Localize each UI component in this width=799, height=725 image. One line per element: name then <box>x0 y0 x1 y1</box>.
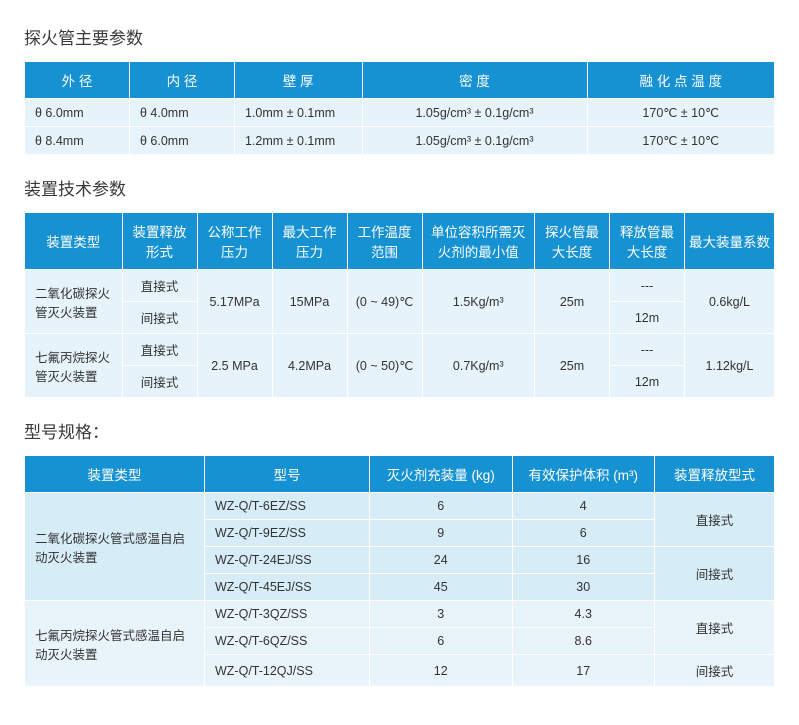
th: 灭火剂充装量 (kg) <box>370 456 513 493</box>
table-row: 二氧化碳探火管式感温自启动灭火装置 WZ-Q/T-6EZ/SS 6 4 直接式 <box>25 493 775 520</box>
cell: θ 8.4mm <box>25 127 130 155</box>
cell: 170℃ ± 10℃ <box>587 127 775 155</box>
th: 探火管最大长度 <box>535 213 610 270</box>
cell: 25m <box>535 334 610 398</box>
cell-type: 七氟丙烷探火管式感温自启动灭火装置 <box>25 601 205 687</box>
cell: 9 <box>370 520 513 547</box>
cell: WZ-Q/T-6EZ/SS <box>205 493 370 520</box>
cell: θ 6.0mm <box>130 127 235 155</box>
table-row: θ 8.4mm θ 6.0mm 1.2mm ± 0.1mm 1.05g/cm³ … <box>25 127 775 155</box>
cell-type: 二氧化碳探火管灭火装置 <box>25 270 123 334</box>
cell: (0 ~ 49)℃ <box>347 270 422 334</box>
th: 单位容积所需灭火剂的最小值 <box>422 213 535 270</box>
table-header-row: 装置类型 装置释放形式 公称工作压力 最大工作压力 工作温度范围 单位容积所需灭… <box>25 213 775 270</box>
table-row: 七氟丙烷探火管式感温自启动灭火装置 WZ-Q/T-3QZ/SS 3 4.3 直接… <box>25 601 775 628</box>
table-probe-params: 外 径 内 径 壁 厚 密 度 融 化 点 温 度 θ 6.0mm θ 4.0m… <box>24 61 775 155</box>
th: 装置类型 <box>25 456 205 493</box>
cell: WZ-Q/T-9EZ/SS <box>205 520 370 547</box>
th: 内 径 <box>130 62 235 99</box>
cell: 30 <box>512 574 655 601</box>
cell: WZ-Q/T-24EJ/SS <box>205 547 370 574</box>
cell: 1.0mm ± 0.1mm <box>235 99 363 127</box>
cell: 1.05g/cm³ ± 0.1g/cm³ <box>362 99 587 127</box>
cell: 直接式 <box>122 334 197 366</box>
cell: 1.5Kg/m³ <box>422 270 535 334</box>
section1-title: 探火管主要参数 <box>24 24 775 49</box>
cell: --- <box>610 334 685 366</box>
cell: WZ-Q/T-45EJ/SS <box>205 574 370 601</box>
cell: 2.5 MPa <box>197 334 272 398</box>
cell: 15MPa <box>272 270 347 334</box>
cell: 直接式 <box>655 601 775 655</box>
th: 装置类型 <box>25 213 123 270</box>
table-row: θ 6.0mm θ 4.0mm 1.0mm ± 0.1mm 1.05g/cm³ … <box>25 99 775 127</box>
cell: 间接式 <box>122 366 197 398</box>
th: 最大装量系数 <box>685 213 775 270</box>
cell: 4 <box>512 493 655 520</box>
cell: 间接式 <box>122 302 197 334</box>
cell: 5.17MPa <box>197 270 272 334</box>
section3-title: 型号规格： <box>24 418 775 443</box>
table-row: 七氟丙烷探火管灭火装置 直接式 2.5 MPa 4.2MPa (0 ~ 50)℃… <box>25 334 775 366</box>
cell: 17 <box>512 655 655 687</box>
cell: 24 <box>370 547 513 574</box>
cell: 0.7Kg/m³ <box>422 334 535 398</box>
cell: θ 4.0mm <box>130 99 235 127</box>
th: 融 化 点 温 度 <box>587 62 775 99</box>
cell: 4.3 <box>512 601 655 628</box>
th: 释放管最大长度 <box>610 213 685 270</box>
cell: 25m <box>535 270 610 334</box>
cell: 直接式 <box>655 493 775 547</box>
cell: 4.2MPa <box>272 334 347 398</box>
table-header-row: 装置类型 型号 灭火剂充装量 (kg) 有效保护体积 (m³) 装置释放型式 <box>25 456 775 493</box>
cell: 12m <box>610 302 685 334</box>
cell: 直接式 <box>122 270 197 302</box>
section2-title: 装置技术参数 <box>24 175 775 200</box>
cell: WZ-Q/T-3QZ/SS <box>205 601 370 628</box>
cell: 170℃ ± 10℃ <box>587 99 775 127</box>
cell: θ 6.0mm <box>25 99 130 127</box>
th: 公称工作压力 <box>197 213 272 270</box>
th: 工作温度范围 <box>347 213 422 270</box>
cell: 1.12kg/L <box>685 334 775 398</box>
th: 装置释放形式 <box>122 213 197 270</box>
cell: 1.2mm ± 0.1mm <box>235 127 363 155</box>
cell: 16 <box>512 547 655 574</box>
cell: 间接式 <box>655 655 775 687</box>
cell: 3 <box>370 601 513 628</box>
th: 壁 厚 <box>235 62 363 99</box>
cell: 8.6 <box>512 628 655 655</box>
cell: --- <box>610 270 685 302</box>
table-header-row: 外 径 内 径 壁 厚 密 度 融 化 点 温 度 <box>25 62 775 99</box>
th: 型号 <box>205 456 370 493</box>
cell: 12m <box>610 366 685 398</box>
cell: 1.05g/cm³ ± 0.1g/cm³ <box>362 127 587 155</box>
cell: 间接式 <box>655 547 775 601</box>
cell: (0 ~ 50)℃ <box>347 334 422 398</box>
cell: 45 <box>370 574 513 601</box>
cell: WZ-Q/T-12QJ/SS <box>205 655 370 687</box>
table-row: 二氧化碳探火管灭火装置 直接式 5.17MPa 15MPa (0 ~ 49)℃ … <box>25 270 775 302</box>
cell: 6 <box>512 520 655 547</box>
th: 密 度 <box>362 62 587 99</box>
cell: 12 <box>370 655 513 687</box>
th: 外 径 <box>25 62 130 99</box>
cell: 6 <box>370 628 513 655</box>
table-device-params: 装置类型 装置释放形式 公称工作压力 最大工作压力 工作温度范围 单位容积所需灭… <box>24 212 775 398</box>
cell: 0.6kg/L <box>685 270 775 334</box>
table-model-specs: 装置类型 型号 灭火剂充装量 (kg) 有效保护体积 (m³) 装置释放型式 二… <box>24 455 775 687</box>
cell-type: 七氟丙烷探火管灭火装置 <box>25 334 123 398</box>
cell: 6 <box>370 493 513 520</box>
cell-type: 二氧化碳探火管式感温自启动灭火装置 <box>25 493 205 601</box>
th: 有效保护体积 (m³) <box>512 456 655 493</box>
th: 最大工作压力 <box>272 213 347 270</box>
th: 装置释放型式 <box>655 456 775 493</box>
cell: WZ-Q/T-6QZ/SS <box>205 628 370 655</box>
